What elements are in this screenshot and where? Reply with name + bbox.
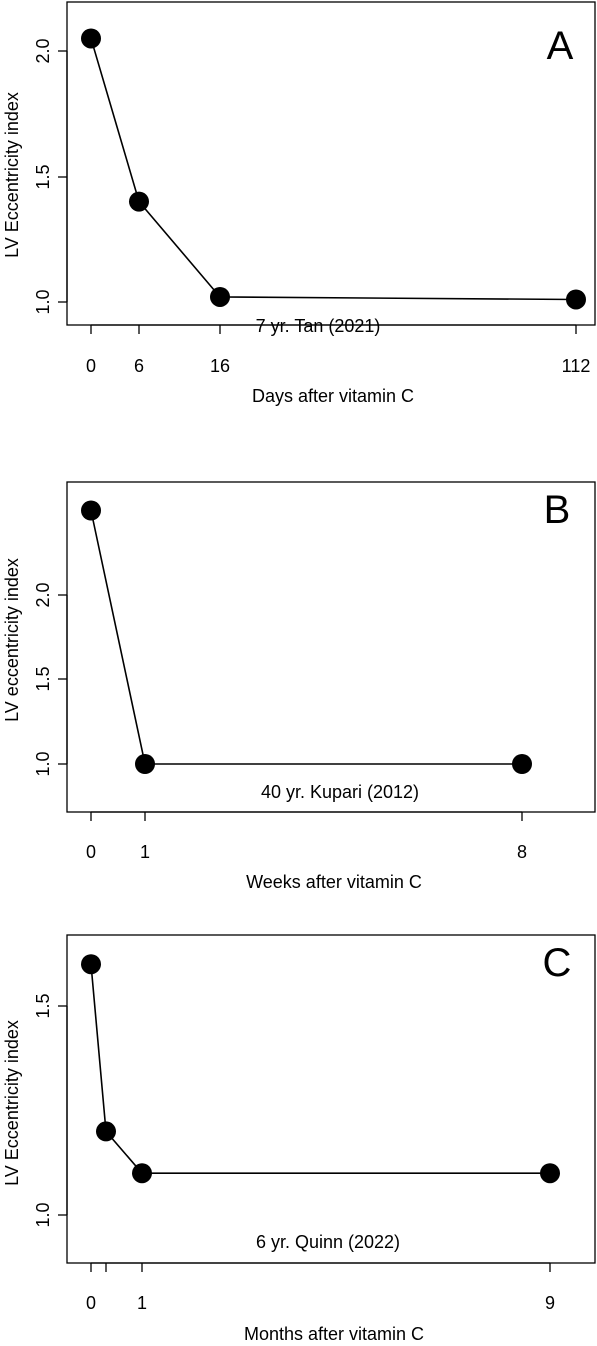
- x-tick-label: 112: [562, 356, 591, 376]
- x-tick-label: 0: [86, 1293, 96, 1313]
- x-tick-label: 6: [134, 356, 144, 376]
- x-axis-title: Days after vitamin C: [252, 386, 414, 406]
- x-tick-label: 9: [545, 1293, 555, 1313]
- panel-b-chart: B 1.0 1.5 2.0 LV eccentricity index 0 1 …: [2, 481, 596, 892]
- data-point: [135, 754, 155, 774]
- panel-annotation: 7 yr. Tan (2021): [256, 316, 381, 336]
- panel-letter: A: [547, 24, 574, 68]
- y-tick-label: 1.5: [33, 666, 53, 691]
- data-point: [132, 1163, 152, 1184]
- panel-annotation: 40 yr. Kupari (2012): [261, 782, 419, 802]
- x-axis: 0 1 9 Months after vitamin C: [86, 1262, 555, 1344]
- x-tick-label: 1: [137, 1293, 147, 1313]
- series-line: [90, 38, 577, 301]
- data-point: [210, 286, 230, 307]
- x-tick-label: 0: [86, 356, 96, 376]
- x-tick-label: 16: [210, 356, 230, 376]
- series-c: [81, 954, 560, 1184]
- x-tick-label: 1: [140, 842, 150, 862]
- series-b: [81, 500, 532, 774]
- y-axis-title: LV Eccentricity index: [2, 92, 22, 258]
- y-tick-label: 1.5: [33, 993, 53, 1018]
- panel-a-chart: A 1.0 1.5 2.0 LV Eccentricity index 0 6 …: [2, 1, 596, 406]
- x-axis-title: Weeks after vitamin C: [246, 872, 422, 892]
- y-tick-label: 1.0: [33, 1202, 53, 1227]
- y-tick-label: 1.0: [33, 751, 53, 776]
- data-point: [81, 28, 101, 49]
- data-point: [81, 954, 101, 975]
- data-point: [81, 500, 101, 521]
- y-tick-label: 2.0: [33, 582, 53, 607]
- x-tick-label: 0: [86, 842, 96, 862]
- data-point: [566, 289, 586, 310]
- x-tick-label: 8: [517, 842, 527, 862]
- plot-frame: [66, 934, 596, 1264]
- series-a: [81, 28, 586, 310]
- panel-c-chart: C 1.0 1.5 LV Eccentricity index 0 1 9 Mo…: [2, 934, 596, 1344]
- y-axis-title: LV Eccentricity index: [2, 1020, 22, 1186]
- y-axis: 1.0 1.5 2.0 LV eccentricity index: [2, 558, 68, 777]
- panel-annotation: 6 yr. Quinn (2022): [256, 1232, 400, 1252]
- data-point: [512, 754, 532, 774]
- y-axis-title: LV eccentricity index: [2, 558, 22, 722]
- data-point: [540, 1163, 560, 1184]
- plot-frame: [66, 1, 596, 326]
- x-axis: 0 1 8 Weeks after vitamin C: [86, 811, 527, 892]
- y-axis: 1.0 1.5 2.0 LV Eccentricity index: [2, 38, 68, 315]
- panel-letter: B: [544, 488, 571, 532]
- y-tick-label: 1.0: [33, 289, 53, 314]
- series-line: [90, 510, 522, 765]
- y-tick-label: 2.0: [33, 38, 53, 63]
- panel-letter: C: [543, 941, 572, 985]
- y-axis: 1.0 1.5 LV Eccentricity index: [2, 993, 68, 1228]
- data-point: [129, 191, 149, 212]
- data-point: [96, 1121, 116, 1142]
- x-axis-title: Months after vitamin C: [244, 1324, 424, 1344]
- y-tick-label: 1.5: [33, 164, 53, 189]
- series-line: [90, 964, 550, 1175]
- x-axis: 0 6 16 112 Days after vitamin C: [86, 324, 591, 406]
